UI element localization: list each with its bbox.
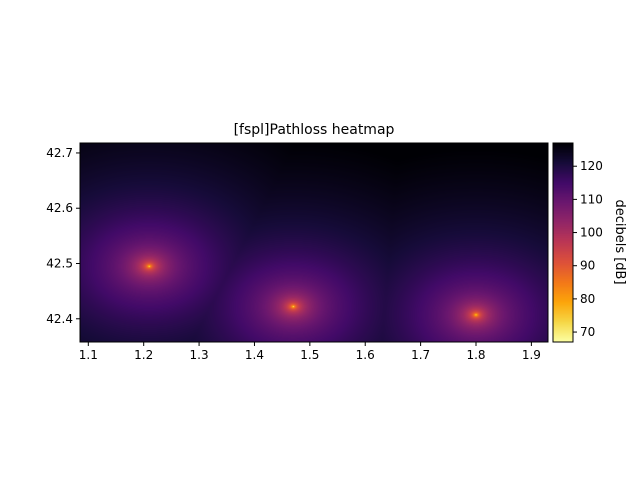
y-tick-label: 42.7 bbox=[46, 146, 73, 160]
x-tick-label: 1.7 bbox=[411, 348, 430, 362]
x-tick-label: 1.1 bbox=[79, 348, 98, 362]
x-tick-label: 1.8 bbox=[466, 348, 485, 362]
colorbar-tick-label: 80 bbox=[580, 292, 595, 306]
x-tick-label: 1.9 bbox=[522, 348, 541, 362]
colorbar-frame bbox=[552, 142, 574, 343]
x-tick-label: 1.4 bbox=[245, 348, 264, 362]
chart-title: [fspl]Pathloss heatmap bbox=[234, 122, 395, 138]
colorbar-tick-label: 120 bbox=[580, 159, 603, 173]
colorbar-tick-label: 90 bbox=[580, 259, 595, 273]
x-tick-label: 1.5 bbox=[300, 348, 319, 362]
heatmap-image bbox=[80, 143, 548, 342]
y-tick-label: 42.6 bbox=[46, 201, 73, 215]
colorbar-axis: 70 80 90 100 110 120 bbox=[573, 159, 603, 339]
x-tick-label: 1.6 bbox=[356, 348, 375, 362]
y-tick-label: 42.5 bbox=[46, 257, 73, 271]
x-tick-label: 1.3 bbox=[190, 348, 209, 362]
colorbar-tick-label: 110 bbox=[580, 192, 603, 206]
x-axis: 1.1 1.2 1.3 1.4 1.5 1.6 1.7 1.8 1.9 bbox=[79, 342, 541, 362]
colorbar-tick-label: 100 bbox=[580, 226, 603, 240]
colorbar-tick-label: 70 bbox=[580, 325, 595, 339]
y-tick-label: 42.4 bbox=[46, 312, 73, 326]
x-tick-label: 1.2 bbox=[134, 348, 153, 362]
colorbar-gradient bbox=[553, 143, 573, 342]
y-axis: 42.4 42.5 42.6 42.7 bbox=[46, 146, 80, 326]
colorbar-label: decibels [dB] bbox=[612, 199, 627, 284]
plot-frame bbox=[79, 142, 549, 343]
